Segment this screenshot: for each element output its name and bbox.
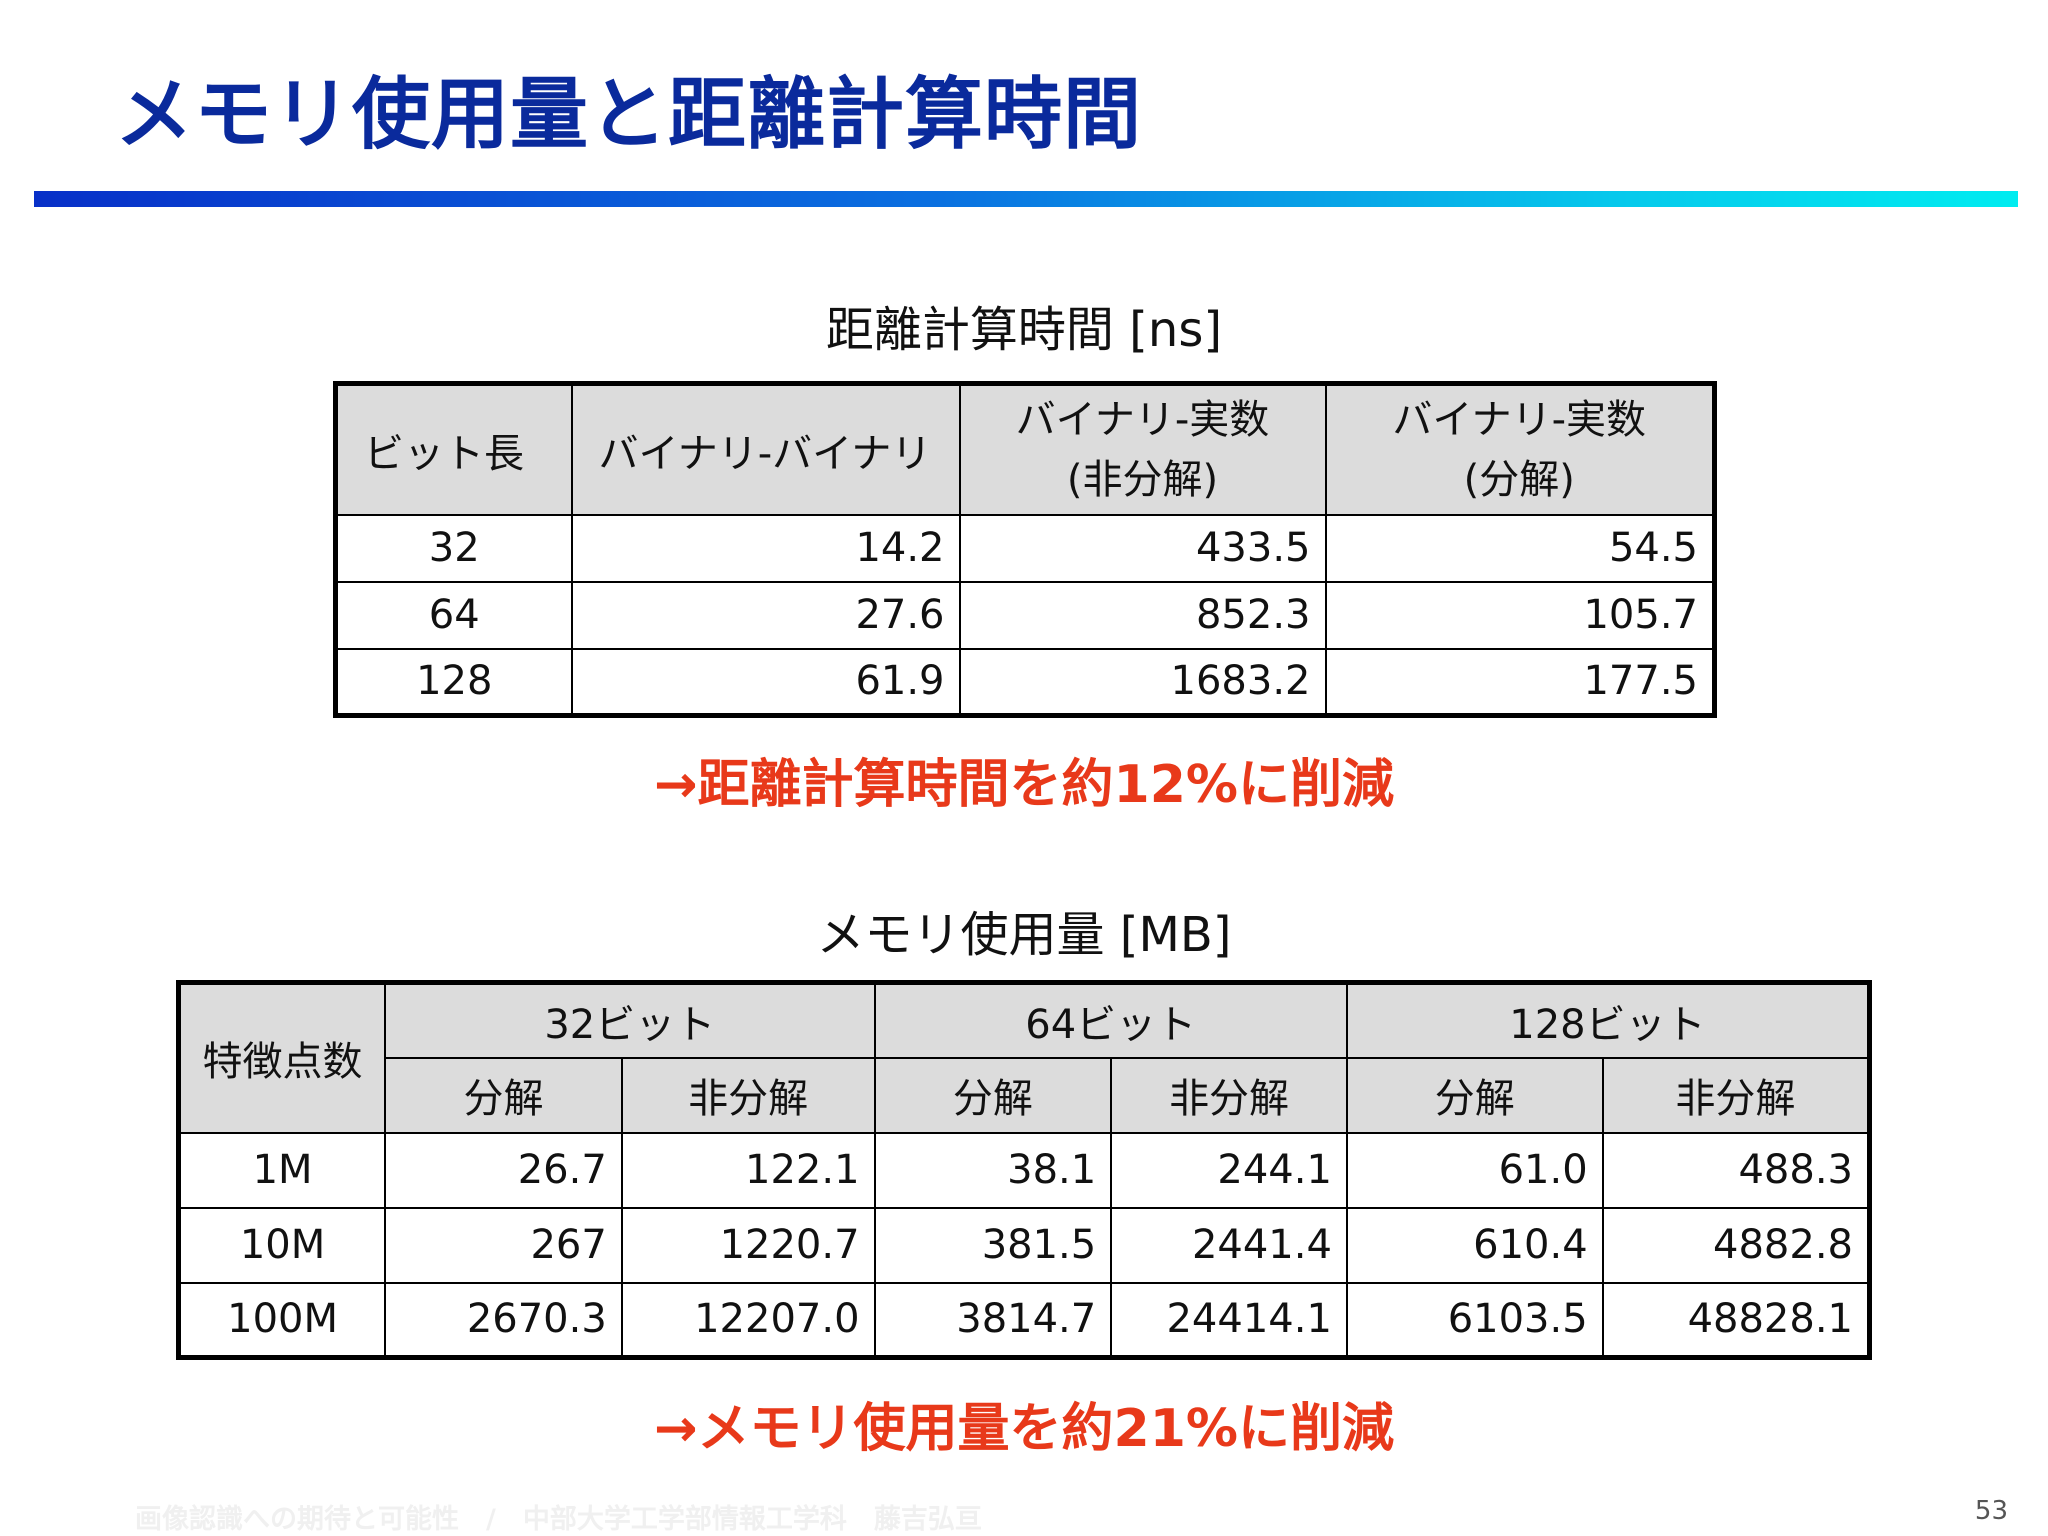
table-row: 32 14.2 433.5 54.5 <box>334 513 1716 583</box>
value-cell: 1683.2 <box>958 647 1327 717</box>
value-cell: 24414.1 <box>1110 1281 1348 1359</box>
value-cell: 488.3 <box>1601 1131 1871 1209</box>
header-binary-real-decomp: バイナリ-実数 (分解) <box>1324 382 1716 516</box>
value-cell: 12207.0 <box>620 1281 876 1359</box>
value-cell: 244.1 <box>1110 1131 1348 1209</box>
value-cell: 177.5 <box>1324 647 1716 717</box>
value-cell: 61.9 <box>570 647 961 717</box>
value-cell: 852.3 <box>958 580 1327 650</box>
value-cell: 14.2 <box>570 513 961 583</box>
bit-length-cell: 32 <box>334 513 573 583</box>
header-binary-real-decomp-line1: バイナリ-実数 <box>1392 396 1647 443</box>
time-table-caption: 距離計算時間 [ns] <box>825 302 1223 358</box>
memory-table-caption: メモリ使用量 [MB] <box>816 907 1232 963</box>
table-row: 10M 267 1220.7 381.5 2441.4 610.4 4882.8 <box>177 1206 1871 1284</box>
header-nodecomp: 非分解 <box>1110 1056 1348 1134</box>
title-underline-bar <box>34 191 2018 207</box>
time-reduction-note: →距離計算時間を約12%に削減 <box>653 755 1395 815</box>
header-binary-binary: バイナリ-バイナリ <box>570 382 961 516</box>
feature-count-cell: 100M <box>177 1281 387 1359</box>
header-feature-count: 特徴点数 <box>177 981 387 1134</box>
value-cell: 48828.1 <box>1601 1281 1871 1359</box>
value-cell: 267 <box>384 1206 623 1284</box>
page-number: 53 <box>1974 1496 2008 1526</box>
table-row: 100M 2670.3 12207.0 3814.7 24414.1 6103.… <box>177 1281 1871 1359</box>
header-binary-real-nodecomp-line2: (非分解) <box>1066 456 1219 503</box>
value-cell: 6103.5 <box>1345 1281 1604 1359</box>
header-nodecomp: 非分解 <box>620 1056 876 1134</box>
table-row: 1M 26.7 122.1 38.1 244.1 61.0 488.3 <box>177 1131 1871 1209</box>
header-decomp: 分解 <box>1345 1056 1604 1134</box>
distance-time-table: ビット長 バイナリ-バイナリ バイナリ-実数 (非分解) バイナリ-実数 (分解… <box>333 381 1717 718</box>
value-cell: 2670.3 <box>384 1281 623 1359</box>
value-cell: 54.5 <box>1324 513 1716 583</box>
header-binary-real-nodecomp: バイナリ-実数 (非分解) <box>958 382 1327 516</box>
header-bit-length: ビット長 <box>334 382 573 516</box>
table-subheader-row: 分解 非分解 分解 非分解 分解 非分解 <box>179 1056 1871 1134</box>
value-cell: 610.4 <box>1345 1206 1604 1284</box>
table-row: 128 61.9 1683.2 177.5 <box>334 647 1716 717</box>
header-group-64bit: 64ビット <box>873 981 1348 1059</box>
memory-reduction-note: →メモリ使用量を約21%に削減 <box>653 1399 1395 1459</box>
value-cell: 433.5 <box>958 513 1327 583</box>
value-cell: 122.1 <box>620 1131 876 1209</box>
slide-title: メモリ使用量と距離計算時間 <box>115 70 1143 160</box>
header-decomp: 分解 <box>873 1056 1113 1134</box>
value-cell: 61.0 <box>1345 1131 1604 1209</box>
memory-usage-table: 特徴点数 32ビット 64ビット 128ビット 分解 非分解 分解 非分解 分解… <box>176 980 1872 1360</box>
header-nodecomp: 非分解 <box>1601 1056 1871 1134</box>
value-cell: 1220.7 <box>620 1206 876 1284</box>
header-group-32bit: 32ビット <box>384 981 876 1059</box>
table-row: 64 27.6 852.3 105.7 <box>334 580 1716 650</box>
feature-count-cell: 10M <box>177 1206 387 1284</box>
value-cell: 381.5 <box>873 1206 1113 1284</box>
header-group-128bit: 128ビット <box>1345 981 1871 1059</box>
value-cell: 4882.8 <box>1601 1206 1871 1284</box>
slide-footer: 画像認識への期待と可能性 / 中部大学工学部情報工学科 藤吉弘亘 <box>135 1504 982 1535</box>
feature-count-cell: 1M <box>177 1131 387 1209</box>
table-header-row: 特徴点数 32ビット 64ビット 128ビット <box>177 981 1871 1134</box>
value-cell: 38.1 <box>873 1131 1113 1209</box>
header-decomp: 分解 <box>384 1056 623 1134</box>
value-cell: 2441.4 <box>1110 1206 1348 1284</box>
header-binary-real-nodecomp-line1: バイナリ-実数 <box>1015 396 1270 443</box>
value-cell: 26.7 <box>384 1131 623 1209</box>
table-header-row: ビット長 バイナリ-バイナリ バイナリ-実数 (非分解) バイナリ-実数 (分解… <box>334 382 1716 516</box>
value-cell: 27.6 <box>570 580 961 650</box>
header-binary-real-decomp-line2: (分解) <box>1463 456 1575 503</box>
bit-length-cell: 64 <box>334 580 573 650</box>
value-cell: 3814.7 <box>873 1281 1113 1359</box>
value-cell: 105.7 <box>1324 580 1716 650</box>
bit-length-cell: 128 <box>334 647 573 717</box>
